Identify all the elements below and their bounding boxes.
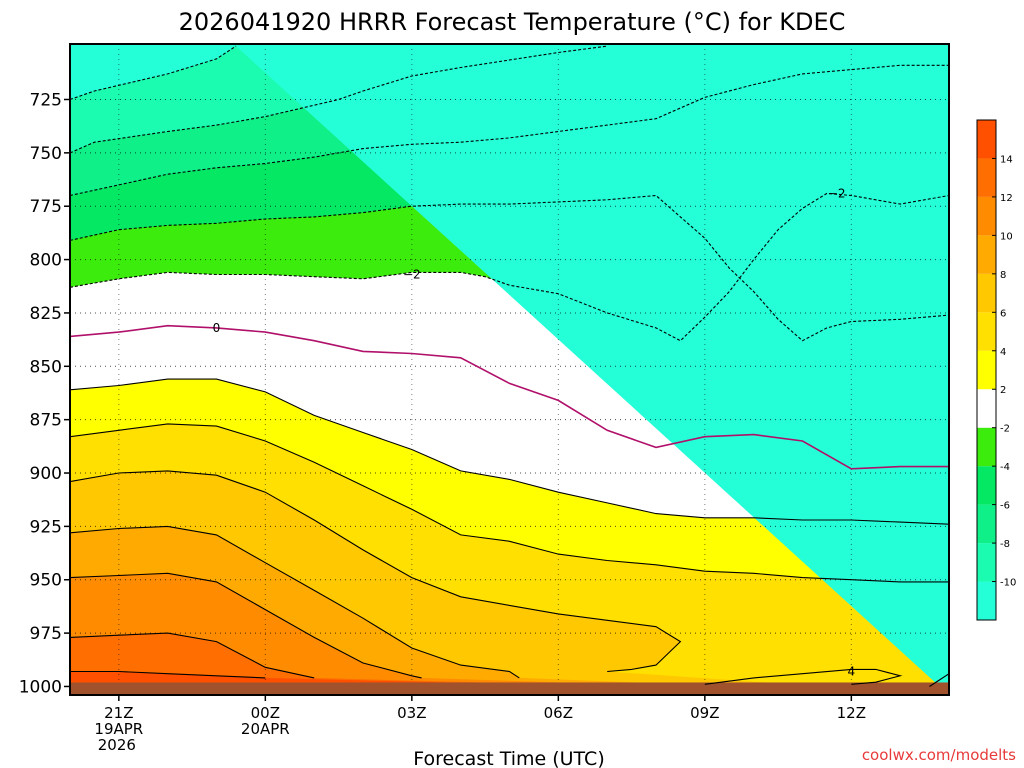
contour-line-13 <box>704 668 903 685</box>
contour-labels: 0 −2 −2 4 <box>213 186 856 679</box>
contour-line-9 <box>70 525 520 679</box>
contour-line-0 <box>70 45 237 101</box>
ground-layer <box>70 682 949 695</box>
colorbar-tick-label: -2 <box>1000 424 1010 435</box>
contour-lines <box>70 45 949 687</box>
colorbar-tick-label: -6 <box>1000 501 1010 512</box>
contour-line-7 <box>70 423 949 583</box>
y-tick-label: 800 <box>30 251 62 271</box>
colorbar-tick-label: 4 <box>1000 347 1006 358</box>
colorbar-tick-label: 10 <box>1000 231 1013 242</box>
colorbar-segment <box>977 312 996 351</box>
colorbar-segment <box>977 427 996 467</box>
contour-line-8 <box>70 470 682 673</box>
contour-line-12 <box>70 670 266 679</box>
colorbar-segment <box>977 235 996 274</box>
contour-label: 0 <box>213 321 221 335</box>
y-tick-label: 750 <box>30 144 62 164</box>
x-tick-label: 2026 <box>98 736 136 754</box>
colorbar-tick-label: -10 <box>1000 578 1016 589</box>
x-tick-label: 20APR <box>241 720 290 738</box>
colorbar-segment <box>977 389 996 428</box>
colorbar-tick-label: -8 <box>1000 539 1010 550</box>
y-tick-label: 725 <box>30 90 62 110</box>
colorbar-segment <box>977 581 996 620</box>
x-tick-label: 12Z <box>837 704 866 722</box>
fill-band-11 <box>70 44 949 695</box>
x-tick-label: 06Z <box>544 704 573 722</box>
colorbar-tick-label: 6 <box>1000 308 1006 319</box>
contour-line-3 <box>70 194 949 342</box>
credit-label: coolwx.com/modelts <box>862 746 1016 764</box>
grid-lines <box>70 44 949 695</box>
colorbar-segment <box>977 120 996 159</box>
contour-label: −2 <box>403 268 421 282</box>
colorbar-tick-label: 2 <box>1000 385 1006 396</box>
y-tick-label: 900 <box>30 464 62 484</box>
y-tick-label: 975 <box>30 624 62 644</box>
y-axis: 725 750 775 800 825 850 875 900 925 950 975 1000 <box>19 90 70 697</box>
contour-label: −2 <box>828 186 846 200</box>
contour-label: 4 <box>848 665 856 679</box>
colorbar-segment <box>977 350 996 390</box>
contour-line-6 <box>70 378 949 525</box>
temperature-fills <box>70 44 949 695</box>
colorbar-segment <box>977 504 996 544</box>
x-tick-label: 21Z <box>104 704 133 722</box>
colorbar: -10 -8 -6 -4 -2 2 4 6 8 10 12 14 <box>976 119 1016 621</box>
contour-line-10 <box>70 572 422 679</box>
y-tick-label: 775 <box>30 197 62 217</box>
y-tick-label: 850 <box>30 357 62 377</box>
x-tick-label: 00Z <box>251 704 280 722</box>
colorbar-segment <box>977 196 996 236</box>
colorbar-tick-label: 12 <box>1000 193 1013 204</box>
contour-line-11 <box>70 632 315 679</box>
contour-line-5 <box>70 324 949 470</box>
colorbar-tick-label: -4 <box>1000 462 1010 473</box>
x-axis-label: Forecast Time (UTC) <box>413 748 604 768</box>
colorbar-segment <box>977 543 996 582</box>
x-tick-label: 09Z <box>690 704 719 722</box>
contour-line-1 <box>70 45 608 154</box>
x-tick-label: 19APR <box>94 720 143 738</box>
plot-frame <box>69 43 950 696</box>
colorbar-segment <box>977 466 996 505</box>
colorbar-tick-label: 8 <box>1000 270 1006 281</box>
y-tick-label: 1000 <box>19 677 62 697</box>
colorbar-frame <box>976 119 997 621</box>
x-tick-label: 03Z <box>397 704 426 722</box>
colorbar-segment <box>977 158 996 197</box>
y-tick-label: 875 <box>30 411 62 431</box>
y-tick-label: 925 <box>30 517 62 537</box>
contour-line-14 <box>929 673 949 687</box>
y-tick-label: 825 <box>30 304 62 324</box>
chart-title: 2026041920 HRRR Forecast Temperature (°C… <box>179 8 846 36</box>
ground-fill <box>70 682 949 695</box>
contour-line-2 <box>70 64 949 197</box>
colorbar-tick-label: 14 <box>1000 154 1013 165</box>
y-tick-label: 950 <box>30 571 62 591</box>
colorbar-segment <box>977 273 996 313</box>
